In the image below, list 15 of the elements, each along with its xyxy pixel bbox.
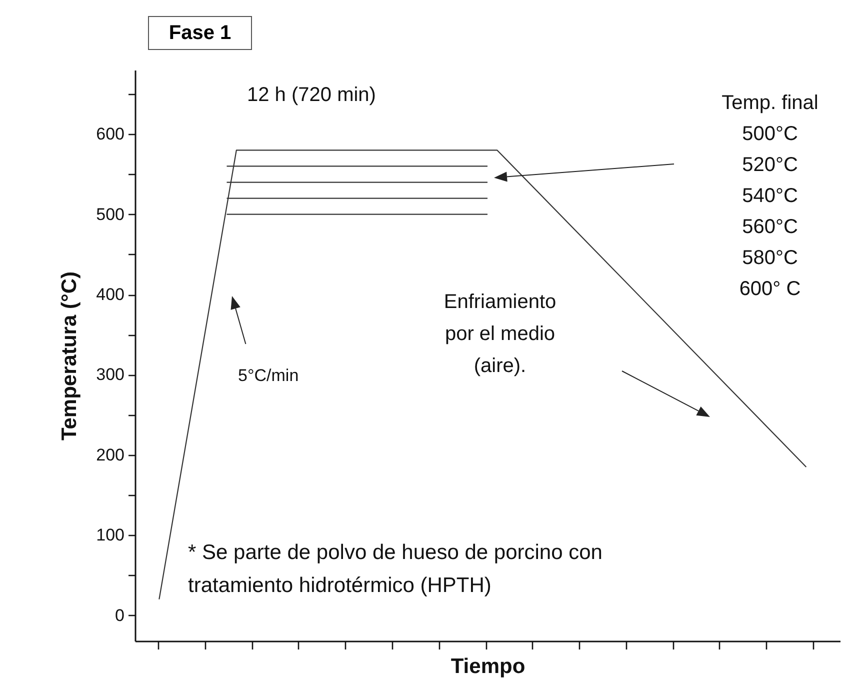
y-tick-label: 600 (96, 124, 124, 144)
chart-title: Fase 1 (148, 16, 252, 50)
annotation: 5°C/min (238, 365, 299, 387)
y-tick-label: 200 (96, 445, 124, 464)
annotation: Enfriamiento por el medio (aire). (442, 290, 558, 379)
annotation: 12 h (720 min) (247, 83, 376, 108)
annotation: * Se parte de polvo de hueso de porcino con tratamiento hidrotérmico (HPTH) (188, 540, 602, 599)
y-axis-title: Temperatura (°C) (58, 271, 82, 441)
annotation: Temp. final 500°C 520°C 540°C 560°C 580°C 600° C (720, 91, 820, 302)
y-tick-label: 100 (96, 526, 124, 545)
x-axis-title: Tiempo (450, 655, 526, 678)
y-tick-label: 500 (96, 204, 124, 224)
y-tick-label: 0 (115, 606, 124, 625)
y-tick-label: 400 (96, 285, 124, 304)
y-tick-label: 300 (96, 365, 124, 384)
